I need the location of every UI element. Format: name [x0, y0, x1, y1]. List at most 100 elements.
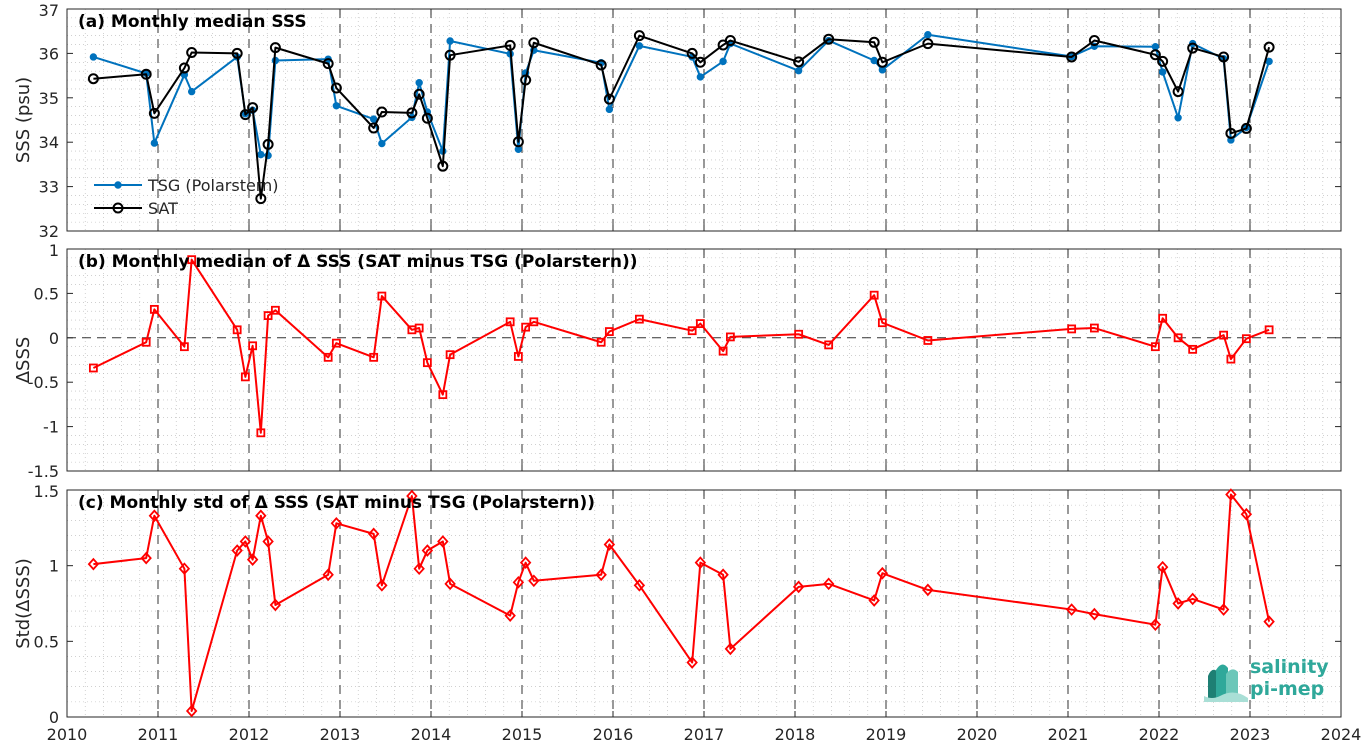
panel-title: (c) Monthly std of Δ SSS (SAT minus TSG … — [78, 493, 595, 513]
data-point — [520, 74, 532, 86]
data-point — [635, 42, 644, 50]
data-point — [792, 580, 805, 594]
data-point — [686, 47, 698, 59]
data-point — [332, 102, 341, 110]
x-tick-label: 2021 — [1048, 725, 1089, 744]
data-point — [437, 160, 449, 172]
legend-label: SAT — [148, 199, 178, 218]
data-point — [696, 73, 705, 81]
data-point — [512, 575, 525, 589]
y-axis-label: ΔSSS — [13, 337, 34, 384]
data-point — [255, 193, 267, 205]
panel-title: (a) Monthly median SSS — [78, 12, 307, 32]
data-point — [1066, 51, 1078, 63]
data-point — [504, 609, 516, 622]
data-point — [1219, 330, 1229, 340]
data-point — [1067, 324, 1077, 334]
data-point — [186, 47, 198, 59]
x-tick-label: 2010 — [47, 725, 88, 744]
data-point — [141, 337, 151, 347]
data-point — [323, 352, 333, 362]
data-point — [269, 42, 281, 54]
data-point — [724, 642, 737, 656]
data-point — [633, 578, 646, 592]
data-point — [330, 82, 342, 94]
data-point — [322, 58, 334, 70]
data-point — [718, 346, 728, 356]
data-point — [725, 332, 735, 342]
data-point — [603, 538, 616, 551]
data-point — [1263, 41, 1275, 53]
data-point — [1188, 344, 1198, 354]
data-point — [1264, 325, 1274, 335]
data-point — [114, 181, 122, 189]
data-point — [415, 79, 423, 87]
data-point — [529, 317, 539, 327]
data-point — [406, 489, 418, 503]
data-point — [876, 566, 889, 580]
data-point — [794, 67, 803, 75]
y-tick-label: 0 — [49, 708, 59, 727]
series-line — [92, 258, 1270, 434]
data-point — [1241, 334, 1251, 344]
data-point — [521, 322, 531, 332]
data-point — [794, 329, 804, 339]
data-point — [148, 509, 161, 523]
data-point — [240, 372, 250, 382]
data-point — [1065, 603, 1078, 616]
data-point — [376, 578, 388, 592]
data-point — [595, 59, 607, 71]
data-point — [1265, 57, 1273, 66]
data-point — [232, 325, 242, 335]
y-tick-label: -1 — [43, 418, 59, 437]
data-point — [1158, 313, 1168, 323]
data-point — [870, 56, 878, 65]
panel-c: 0 0.5 1 1.5 2010 2011 2012 2013 2014 2015 2016 2017… — [13, 482, 1361, 744]
data-point — [528, 574, 540, 588]
data-point — [1150, 342, 1160, 352]
data-point — [376, 106, 388, 118]
data-point — [322, 568, 334, 582]
data-point — [444, 577, 456, 591]
data-point — [413, 88, 425, 100]
data-point — [717, 568, 729, 582]
y-tick-label: -1.5 — [28, 462, 59, 481]
panel-title: (b) Monthly median of Δ SSS (SAT minus T… — [78, 252, 638, 272]
data-point — [687, 326, 697, 336]
y-tick-label: 1 — [49, 241, 59, 260]
x-tick-label: 2018 — [775, 725, 816, 744]
data-point — [248, 341, 258, 351]
data-point — [823, 33, 835, 45]
data-point — [1088, 607, 1101, 621]
data-point — [87, 557, 100, 571]
y-tick-label: 34 — [39, 133, 59, 152]
data-point — [694, 56, 706, 68]
data-point — [422, 358, 432, 368]
data-point — [414, 323, 424, 333]
y-axis-label: SSS (psu) — [13, 77, 34, 163]
data-point — [869, 290, 879, 300]
data-point — [331, 338, 341, 348]
x-tick-label: 2013 — [320, 725, 361, 744]
data-point — [1088, 35, 1100, 47]
y-tick-label: 35 — [39, 89, 59, 108]
data-point — [263, 311, 273, 321]
data-point — [1218, 51, 1230, 63]
data-point — [1263, 615, 1275, 629]
data-point — [868, 594, 880, 607]
panel-b: -1.5 -1 -0.5 0 0.5 1 ΔSSS (b) Monthly median of… — [13, 241, 1342, 481]
data-point — [1089, 323, 1099, 333]
y-tick-label: 32 — [39, 222, 59, 241]
data-point — [89, 53, 98, 61]
x-tick-label: 2019 — [866, 725, 907, 744]
y-tick-label: 37 — [39, 1, 59, 20]
data-point — [1225, 488, 1237, 501]
data-point — [257, 150, 265, 159]
y-tick-label: 0.5 — [34, 284, 59, 303]
x-tick-label: 2022 — [1139, 725, 1180, 744]
data-point — [605, 105, 614, 114]
data-point — [150, 139, 159, 147]
data-point — [413, 562, 425, 576]
data-point — [239, 109, 251, 121]
